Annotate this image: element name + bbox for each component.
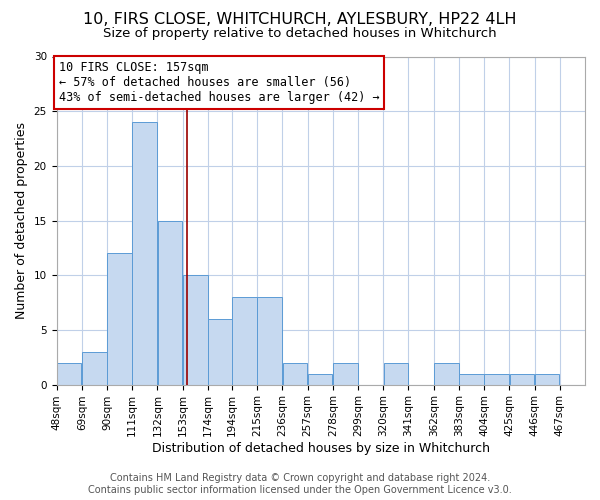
Bar (57, 362, 82, 384)
Bar (459, 374, 484, 384)
Bar (158, 220, 182, 384)
Bar (535, 374, 559, 384)
Bar (82, 352, 107, 384)
Bar (133, 122, 157, 384)
X-axis label: Distribution of detached houses by size in Whitchurch: Distribution of detached houses by size … (152, 442, 490, 455)
Bar (333, 362, 358, 384)
Text: Size of property relative to detached houses in Whitchurch: Size of property relative to detached ho… (103, 28, 497, 40)
Bar (509, 374, 534, 384)
Text: Contains HM Land Registry data © Crown copyright and database right 2024.
Contai: Contains HM Land Registry data © Crown c… (88, 474, 512, 495)
Bar (257, 297, 282, 384)
Bar (208, 319, 233, 384)
Bar (484, 374, 509, 384)
Bar (308, 374, 332, 384)
Bar (383, 362, 408, 384)
Bar (232, 297, 257, 384)
Text: 10, FIRS CLOSE, WHITCHURCH, AYLESBURY, HP22 4LH: 10, FIRS CLOSE, WHITCHURCH, AYLESBURY, H… (83, 12, 517, 28)
Bar (107, 254, 132, 384)
Text: 10 FIRS CLOSE: 157sqm
← 57% of detached houses are smaller (56)
43% of semi-deta: 10 FIRS CLOSE: 157sqm ← 57% of detached … (59, 61, 380, 104)
Bar (283, 362, 307, 384)
Bar (183, 275, 208, 384)
Bar (434, 362, 458, 384)
Y-axis label: Number of detached properties: Number of detached properties (15, 122, 28, 319)
